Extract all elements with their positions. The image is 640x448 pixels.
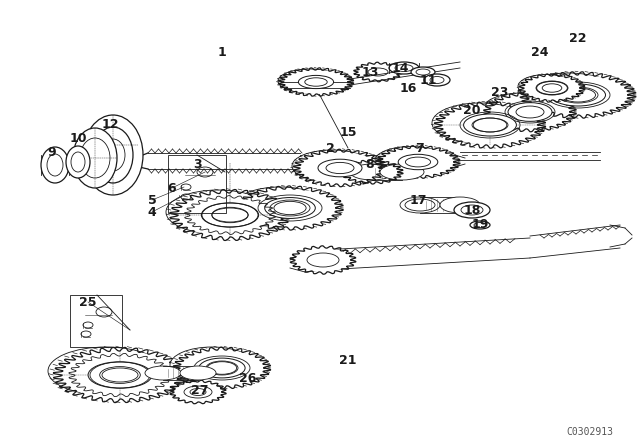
Text: 20: 20 <box>463 103 481 116</box>
Ellipse shape <box>398 154 438 170</box>
Ellipse shape <box>350 164 394 180</box>
Ellipse shape <box>66 146 90 178</box>
Ellipse shape <box>170 347 254 383</box>
Ellipse shape <box>75 356 165 394</box>
Text: 7: 7 <box>415 142 424 155</box>
Text: 12: 12 <box>101 119 119 132</box>
Text: 11: 11 <box>419 73 436 86</box>
Ellipse shape <box>442 105 538 145</box>
Ellipse shape <box>536 82 568 95</box>
Bar <box>168 155 226 213</box>
Text: 25: 25 <box>79 296 97 309</box>
Text: 23: 23 <box>492 86 509 99</box>
Text: 27: 27 <box>191 383 209 396</box>
Text: 15: 15 <box>339 125 356 138</box>
Text: 26: 26 <box>239 371 257 384</box>
Ellipse shape <box>83 115 143 195</box>
Ellipse shape <box>454 202 490 218</box>
Ellipse shape <box>490 95 570 129</box>
Ellipse shape <box>202 203 259 227</box>
Text: C0302913: C0302913 <box>566 427 614 437</box>
Ellipse shape <box>528 75 628 115</box>
Ellipse shape <box>411 67 435 77</box>
Ellipse shape <box>508 103 552 121</box>
Ellipse shape <box>375 146 447 175</box>
Ellipse shape <box>382 148 454 176</box>
Text: 18: 18 <box>463 203 481 216</box>
Text: 3: 3 <box>194 159 202 172</box>
Ellipse shape <box>178 193 282 237</box>
Ellipse shape <box>41 147 69 183</box>
Ellipse shape <box>180 366 216 380</box>
Ellipse shape <box>166 190 270 234</box>
Text: 10: 10 <box>69 132 87 145</box>
Ellipse shape <box>180 350 264 386</box>
Ellipse shape <box>432 103 528 143</box>
Ellipse shape <box>145 366 181 380</box>
Text: 14: 14 <box>391 61 409 74</box>
Ellipse shape <box>482 93 562 127</box>
Text: 17: 17 <box>409 194 427 207</box>
Ellipse shape <box>318 159 362 177</box>
Ellipse shape <box>199 358 245 378</box>
Ellipse shape <box>400 197 440 213</box>
Ellipse shape <box>518 74 574 99</box>
Text: 5: 5 <box>148 194 156 207</box>
Text: 4: 4 <box>148 206 156 219</box>
Ellipse shape <box>550 84 605 106</box>
Ellipse shape <box>234 187 326 225</box>
Ellipse shape <box>463 114 516 136</box>
Text: 16: 16 <box>399 82 417 95</box>
Text: 24: 24 <box>531 46 548 59</box>
Ellipse shape <box>524 76 580 100</box>
Ellipse shape <box>298 75 333 89</box>
Text: 6: 6 <box>168 181 176 194</box>
Ellipse shape <box>300 152 380 184</box>
Text: 22: 22 <box>569 31 587 44</box>
Text: 19: 19 <box>471 219 489 232</box>
Ellipse shape <box>73 128 117 188</box>
Text: 1: 1 <box>218 46 227 59</box>
Text: 8: 8 <box>365 159 374 172</box>
Ellipse shape <box>244 189 336 227</box>
Ellipse shape <box>295 248 351 272</box>
Ellipse shape <box>265 198 316 219</box>
Ellipse shape <box>440 197 480 213</box>
Ellipse shape <box>174 382 222 402</box>
Ellipse shape <box>389 62 419 74</box>
Text: 9: 9 <box>48 146 56 159</box>
Ellipse shape <box>284 70 348 94</box>
Ellipse shape <box>292 150 372 182</box>
Text: 21: 21 <box>339 353 356 366</box>
Ellipse shape <box>358 64 398 80</box>
Bar <box>70 295 122 347</box>
Text: 2: 2 <box>326 142 334 155</box>
Ellipse shape <box>424 74 450 86</box>
Ellipse shape <box>518 73 618 113</box>
Ellipse shape <box>380 164 424 180</box>
Ellipse shape <box>278 69 342 93</box>
Ellipse shape <box>62 351 178 399</box>
Text: 13: 13 <box>362 65 379 78</box>
Ellipse shape <box>190 198 270 232</box>
Ellipse shape <box>88 362 152 388</box>
Ellipse shape <box>48 347 164 395</box>
Ellipse shape <box>470 221 490 229</box>
